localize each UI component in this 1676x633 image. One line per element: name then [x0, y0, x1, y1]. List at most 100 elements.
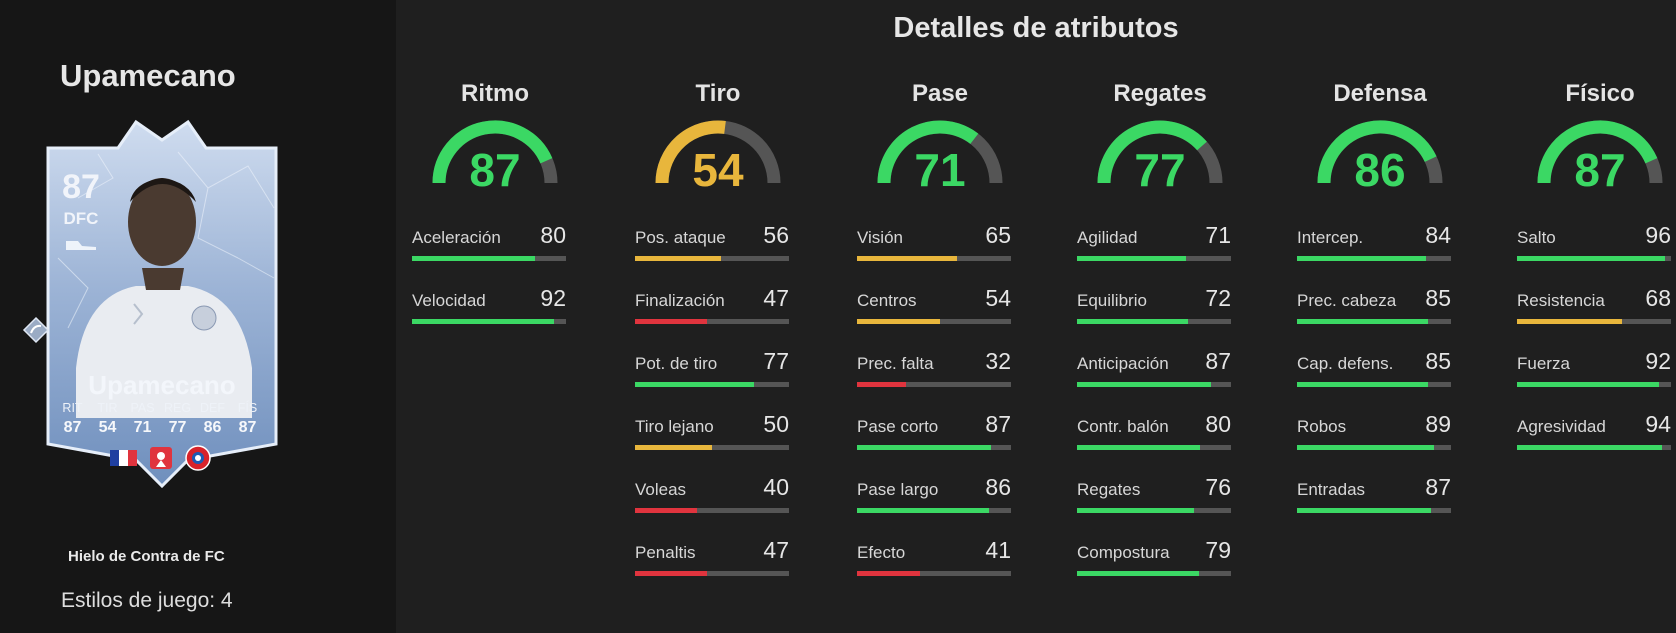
stat-row[interactable]: Centros 54 — [855, 281, 1025, 341]
player-portrait — [76, 178, 252, 418]
category-gauge — [432, 120, 558, 184]
stat-name: Resistencia — [1517, 291, 1605, 310]
stat-row[interactable]: Pot. de tiro 77 — [633, 344, 803, 404]
stat-row[interactable]: Intercep. 84 — [1295, 218, 1465, 278]
card-stat-label: REG — [163, 401, 192, 415]
stat-value: 85 — [1425, 348, 1451, 374]
category-column: Defensa 86 Intercep. 84 Prec. cabeza 85 Cap. d… — [1295, 0, 1465, 633]
stat-row[interactable]: Salto 96 — [1515, 218, 1676, 278]
stat-name: Pase corto — [857, 417, 939, 436]
category-rating: 87 — [1574, 144, 1626, 196]
stat-row[interactable]: Prec. falta 32 — [855, 344, 1025, 404]
stat-bar-fill — [1297, 445, 1435, 450]
stat-row[interactable]: Pase largo 86 — [855, 470, 1025, 530]
stat-bar-fill — [857, 508, 990, 513]
stat-row[interactable]: Agresividad 94 — [1515, 407, 1676, 467]
stat-value: 72 — [1205, 285, 1231, 311]
stat-name: Contr. balón — [1077, 417, 1169, 436]
stat-value: 96 — [1645, 222, 1671, 248]
stat-bar-fill — [857, 319, 941, 324]
stat-bar-track — [412, 256, 566, 261]
player-name: Upamecano — [60, 58, 236, 93]
stat-row[interactable]: Resistencia 68 — [1515, 281, 1676, 341]
stat-row[interactable]: Entradas 87 — [1295, 470, 1465, 530]
stat-row[interactable]: Aceleración 80 — [410, 218, 580, 278]
stat-name: Pot. de tiro — [635, 354, 718, 373]
card-stat-labels: RIT TIR PAS REG DEF FÍS — [55, 401, 265, 415]
stat-bar-fill — [857, 382, 907, 387]
stat-row[interactable]: Prec. cabeza 85 — [1295, 281, 1465, 341]
stat-row[interactable]: Cap. defens. 85 — [1295, 344, 1465, 404]
stat-row[interactable]: Agilidad 71 — [1075, 218, 1245, 278]
stat-name: Intercep. — [1297, 228, 1364, 247]
stat-row[interactable]: Compostura 79 — [1075, 533, 1245, 593]
player-card[interactable]: 87 DFC Upamecano RIT TIR PAS REG DEF FÍS… — [22, 118, 286, 488]
stat-bar-fill — [1077, 382, 1211, 387]
stat-value: 87 — [1425, 474, 1451, 500]
category-rating: 87 — [469, 144, 521, 196]
stat-bar-track — [635, 382, 789, 387]
stat-row[interactable]: Pos. ataque 56 — [633, 218, 803, 278]
stat-row[interactable]: Tiro lejano 50 — [633, 407, 803, 467]
stat-value: 50 — [763, 411, 789, 437]
stat-row[interactable]: Equilibrio 72 — [1075, 281, 1245, 341]
card-stat-label: DEF — [200, 401, 225, 415]
category-name: Regates — [1113, 80, 1207, 107]
category-gauge — [877, 120, 1003, 184]
stat-bar-fill — [1297, 382, 1428, 387]
stat-name: Finalización — [635, 291, 725, 310]
category-gauge — [1317, 120, 1443, 184]
gauge-fill — [432, 120, 553, 184]
stat-name: Agresividad — [1517, 417, 1606, 436]
stat-bar-fill — [635, 256, 722, 261]
stat-value: 84 — [1425, 222, 1451, 248]
stat-bar-track — [857, 508, 1011, 513]
stat-value: 86 — [985, 474, 1011, 500]
stat-bar-track — [1297, 382, 1451, 387]
stat-bar-fill — [635, 382, 754, 387]
stat-bar-track — [1297, 319, 1451, 324]
stat-row[interactable]: Robos 89 — [1295, 407, 1465, 467]
card-stat-value: 87 — [238, 419, 257, 436]
stat-row[interactable]: Pase corto 87 — [855, 407, 1025, 467]
stat-name: Equilibrio — [1077, 291, 1147, 310]
card-badges — [110, 445, 211, 471]
stat-row[interactable]: Efecto 41 — [855, 533, 1025, 593]
stat-row[interactable]: Regates 76 — [1075, 470, 1245, 530]
stat-value: 87 — [1205, 348, 1231, 374]
category-name: Físico — [1565, 80, 1635, 107]
stat-value: 77 — [763, 348, 789, 374]
stat-row[interactable]: Contr. balón 80 — [1075, 407, 1245, 467]
gauge-fill — [877, 120, 979, 184]
stat-value: 54 — [985, 285, 1011, 311]
stat-value: 47 — [763, 537, 789, 563]
stat-name: Centros — [857, 291, 917, 310]
gauge-fill — [1317, 120, 1437, 184]
card-stat-value: 54 — [98, 419, 117, 436]
stat-value: 94 — [1645, 411, 1671, 437]
card-stat-value: 71 — [133, 419, 152, 436]
stat-row[interactable]: Voleas 40 — [633, 470, 803, 530]
playstyles-count[interactable]: Estilos de juego: 4 — [61, 589, 233, 612]
card-stat-value: 86 — [203, 419, 222, 436]
category-name: Ritmo — [461, 80, 529, 107]
stat-row[interactable]: Penaltis 47 — [633, 533, 803, 593]
stat-row[interactable]: Fuerza 92 — [1515, 344, 1676, 404]
stat-bar-track — [1077, 256, 1231, 261]
card-stat-label: FÍS — [237, 401, 258, 415]
stat-bar-fill — [857, 256, 958, 261]
category-column: Físico 87 Salto 96 Resistencia 68 Fuerza 92 Agre… — [1515, 0, 1676, 633]
stat-row[interactable]: Visión 65 — [855, 218, 1025, 278]
stat-bar-track — [857, 571, 1011, 576]
stat-name: Efecto — [857, 543, 906, 562]
stat-bar-track — [1297, 256, 1451, 261]
stat-row[interactable]: Anticipación 87 — [1075, 344, 1245, 404]
stat-bar-track — [857, 445, 1011, 450]
stat-bar-fill — [1077, 445, 1201, 450]
stat-name: Tiro lejano — [635, 417, 714, 436]
stat-row[interactable]: Velocidad 92 — [410, 281, 580, 341]
stat-value: 92 — [540, 285, 566, 311]
stat-bar-fill — [1297, 508, 1431, 513]
category-rating: 77 — [1134, 144, 1186, 196]
stat-row[interactable]: Finalización 47 — [633, 281, 803, 341]
